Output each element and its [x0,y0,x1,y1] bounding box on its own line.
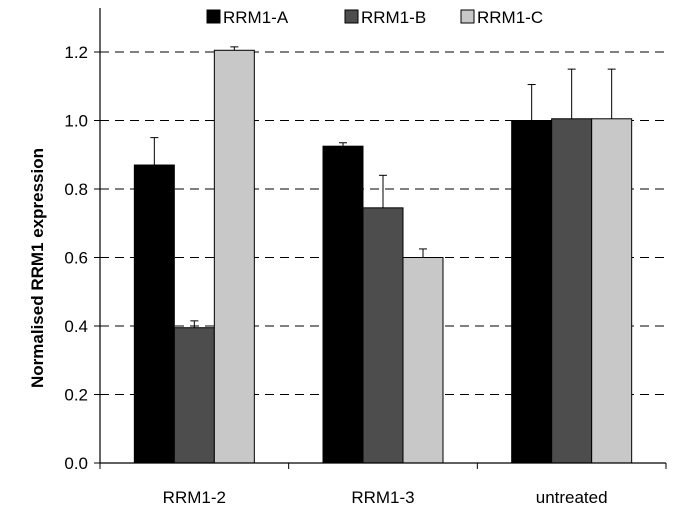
y-tick-label: 0.6 [64,249,88,268]
legend-swatch-rrm1-c [460,9,475,24]
axes: 0.0 0.2 0.4 0.6 0.8 1.0 1.2 RRM1-2 RRM1-3 untreat… [64,8,667,507]
bar-rrm1-b-untreated [551,118,593,464]
y-tick-label: 1.0 [64,112,88,131]
y-axis-label: Normalised RRM1 expression [28,148,47,388]
legend-label-rrm1-b: RRM1-B [361,8,426,27]
legend-swatch-rrm1-a [206,9,221,24]
bar-rrm1-c-rrm1-2 [213,49,255,464]
y-tick-label: 0.0 [64,454,88,473]
x-tick-label: RRM1-2 [163,488,226,507]
legend-label-rrm1-c: RRM1-C [477,8,543,27]
bar-rrm1-b-rrm1-3 [362,207,404,464]
bars [133,46,633,464]
bar-rrm1-a-untreated [511,120,553,464]
legend: RRM1-A RRM1-B RRM1-C [206,8,543,27]
y-tick-label: 0.8 [64,180,88,199]
x-tick-label: RRM1-3 [351,488,414,507]
bar-rrm1-a-rrm1-3 [322,145,364,464]
y-tick-label: 0.2 [64,386,88,405]
bar-rrm1-c-rrm1-3 [402,257,444,464]
bar-rrm1-a-rrm1-2 [133,164,175,464]
y-tick-label: 0.4 [64,317,88,336]
bar-rrm1-c-untreated [591,118,633,464]
x-tick-label: untreated [536,488,608,507]
legend-swatch-rrm1-b [344,9,359,24]
y-tick-label: 1.2 [64,43,88,62]
legend-label-rrm1-a: RRM1-A [223,8,289,27]
bar-rrm1-b-rrm1-2 [173,327,215,464]
